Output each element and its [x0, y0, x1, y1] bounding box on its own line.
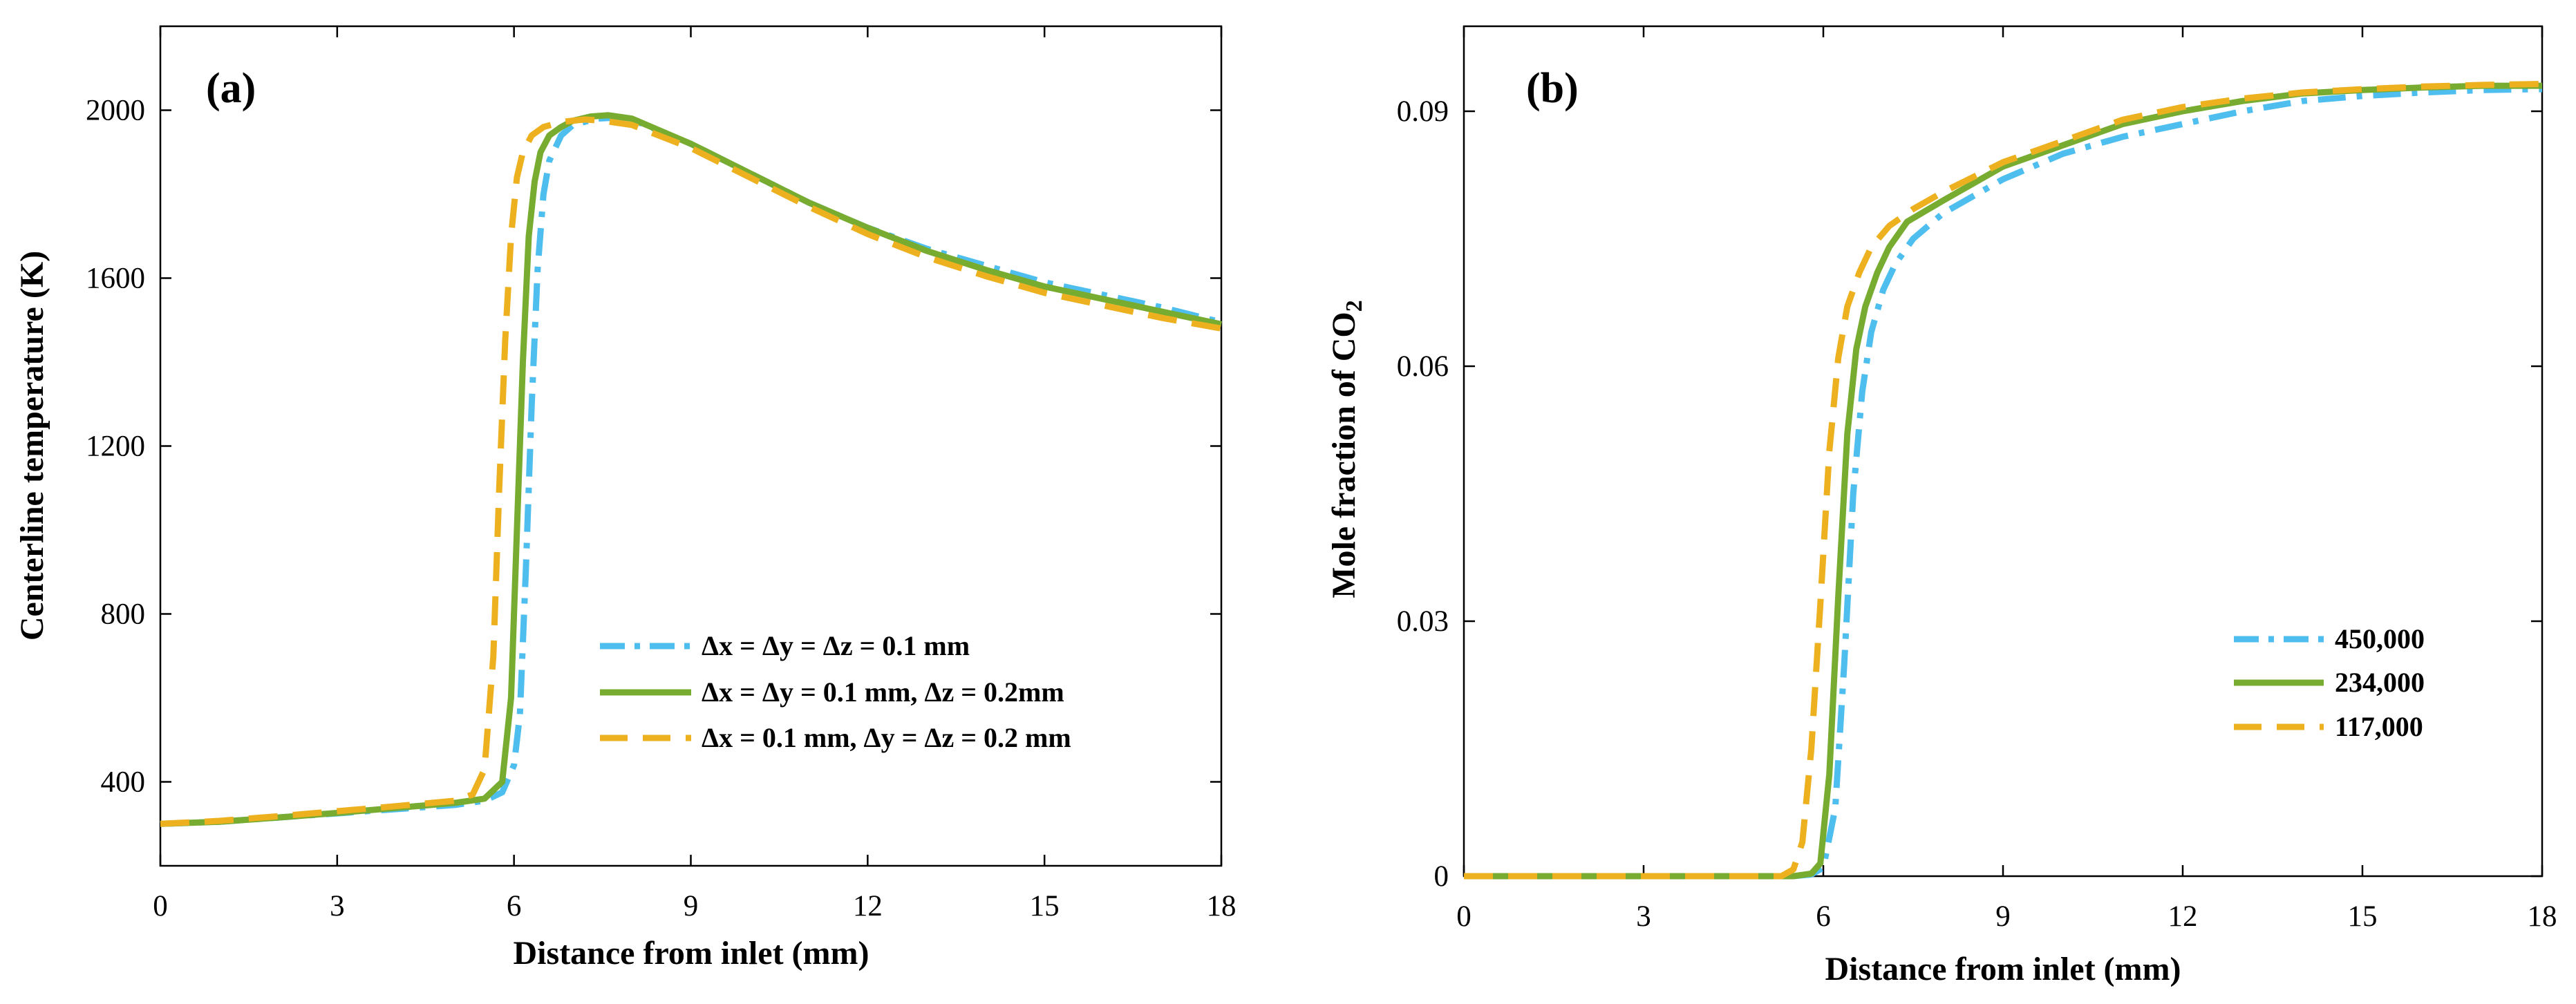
panel-a-x-tick-label: 18: [1207, 890, 1237, 922]
panel-a-y-tick-label: 800: [101, 598, 146, 631]
panel-b-x-tick-label: 6: [1816, 900, 1831, 933]
legend-b-label-coarse: 117,000: [2335, 711, 2423, 742]
panel-a-series-fine-line: [160, 114, 1223, 827]
panel-b-y-axis-title-main: Mole fraction of CO: [1326, 312, 1362, 598]
panel-a-x-tick-label: 9: [684, 890, 699, 922]
panel-a-x-tick-label: 3: [330, 890, 345, 922]
panel-a-series-coarse-line: [160, 116, 1222, 827]
panel-b-y-tick-label: 0.09: [1397, 95, 1449, 128]
panel-a-y-tick-label: 2000: [86, 95, 145, 127]
panel-b-y-tick-label: 0.03: [1397, 605, 1449, 638]
panel-a-legend: Δx = Δy = Δz = 0.1 mm Δx = Δy = 0.1 mm, …: [600, 630, 1071, 753]
panel-a-x-tick-label: 6: [507, 890, 522, 922]
panel-a-y-tick-label: 1200: [86, 430, 145, 463]
panel-b-series-coarse-line: [1464, 81, 2543, 880]
panel-b-x-axis-title: Distance from inlet (mm): [1825, 951, 2181, 987]
panel-b-x-tick-label: 0: [1456, 900, 1472, 933]
panel-b-y-axis-title: Mole fraction of CO2: [1326, 300, 1367, 598]
panel-b-label: (b): [1526, 65, 1579, 112]
legend-b-label-fine: 450,000: [2335, 623, 2425, 654]
legend-b-label-medium: 234,000: [2335, 667, 2425, 698]
panel-b-x-tick-label: 12: [2168, 900, 2198, 933]
panel-a-label: (a): [206, 65, 256, 112]
legend-a-label-fine: Δx = Δy = Δz = 0.1 mm: [702, 630, 970, 661]
panel-b-x-tick-label: 18: [2528, 900, 2557, 933]
panel-a-x-axis-title: Distance from inlet (mm): [514, 935, 869, 972]
panel-b-co2-chart: 0 0.03 0.06 0.09 0 3 6 9 12 15 18 (b) Distance fr…: [1326, 25, 2557, 987]
panel-b-y-ticks: 0 0.03 0.06 0.09: [1397, 95, 2542, 893]
panel-b-series-fine-line: [1464, 86, 2543, 880]
legend-a-label-medium: Δx = Δy = 0.1 mm, Δz = 0.2mm: [702, 676, 1064, 708]
panel-a-x-tick-label: 0: [153, 890, 168, 922]
panel-a-x-ticks: 0 3 6 9 12 15 18: [153, 26, 1237, 922]
panel-a-x-tick-label: 15: [1030, 890, 1060, 922]
panel-a-y-tick-label: 400: [101, 766, 146, 799]
panel-b-y-axis-title-subscript: 2: [1342, 300, 1367, 312]
panel-a-series-lines: [160, 112, 1223, 827]
panel-b-x-tick-label: 3: [1636, 900, 1651, 933]
panel-b-y-tick-label: 0: [1434, 860, 1449, 893]
panel-b-x-ticks: 0 3 6 9 12 15 18: [1456, 26, 2557, 933]
panel-b-series-medium-line: [1464, 82, 2542, 880]
legend-a-label-coarse: Δx = 0.1 mm, Δy = Δz = 0.2 mm: [702, 722, 1071, 753]
panel-b-x-tick-label: 9: [1995, 900, 2011, 933]
panel-a-y-ticks: 400 800 1200 1600 2000: [86, 95, 1221, 799]
panel-a-y-axis-title: Centerline temperature (K): [14, 251, 50, 641]
panel-a-series-medium-line: [160, 112, 1222, 827]
panel-a-temperature-chart: 400 800 1200 1600 2000 0 3 6 9 12 15 18 (a) Distan…: [14, 25, 1237, 972]
panel-b-y-tick-label: 0.06: [1397, 350, 1449, 383]
panel-a-x-tick-label: 12: [853, 890, 883, 922]
panel-b-series-lines: [1464, 81, 2543, 880]
panel-a-y-tick-label: 1600: [86, 263, 145, 295]
panel-b-x-tick-label: 15: [2348, 900, 2378, 933]
panel-b-legend: 450,000 234,000 117,000: [2234, 623, 2425, 742]
panel-b-plot-frame: [1463, 25, 2544, 878]
